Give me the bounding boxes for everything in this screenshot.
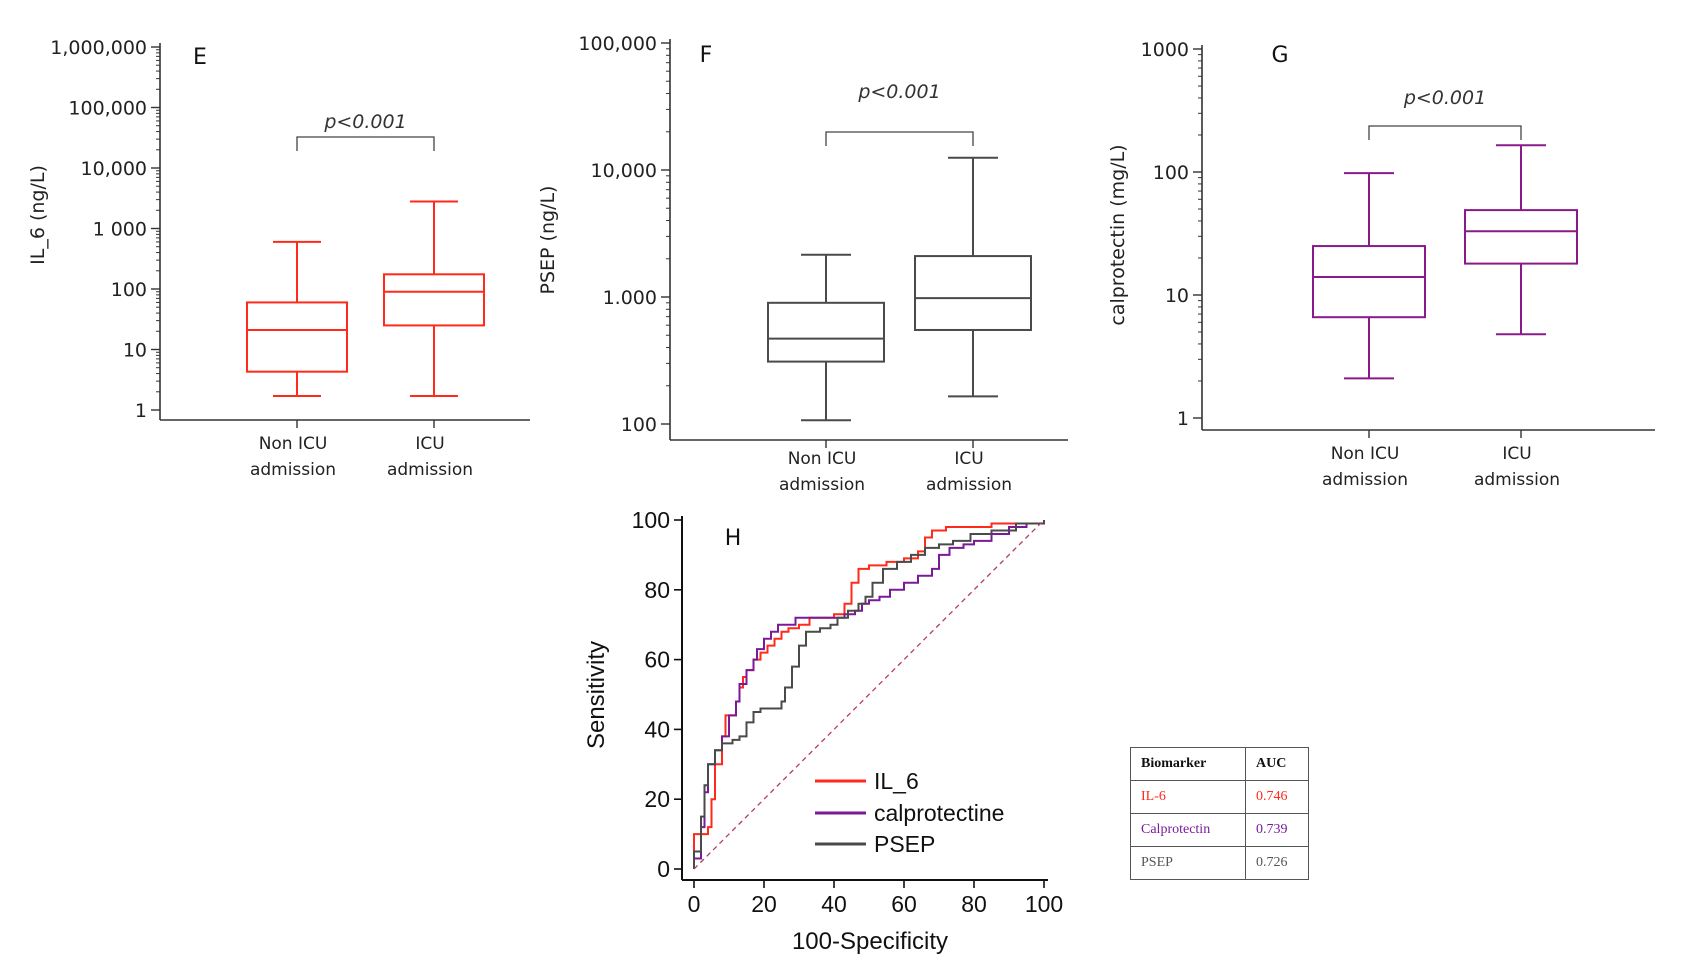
y-axis-label: PSEP (ng/L) bbox=[537, 186, 559, 295]
y-tick-label: 10 bbox=[1165, 285, 1189, 307]
roc-curve-psep bbox=[693, 520, 1045, 869]
roc-x-tick-label: 80 bbox=[961, 891, 987, 917]
y-tick-label: 1 bbox=[1177, 408, 1189, 430]
box-iqr bbox=[383, 273, 485, 327]
row-il6-auc: 0.746 bbox=[1245, 780, 1309, 814]
header-auc: AUC bbox=[1245, 747, 1309, 781]
significance-bracket bbox=[296, 136, 435, 151]
y-tick-label: 1000 bbox=[1141, 39, 1189, 61]
category-label: Non ICU bbox=[1331, 444, 1400, 464]
y-tick-label: 100,000 bbox=[68, 98, 147, 120]
row-il6-name: IL-6 bbox=[1130, 780, 1246, 814]
category-label: admission bbox=[926, 475, 1012, 495]
category-label: ICU bbox=[415, 434, 444, 454]
category-label: Non ICU bbox=[788, 449, 857, 469]
roc-y-tick-label: 20 bbox=[644, 786, 670, 812]
legend-label: PSEP bbox=[874, 831, 935, 857]
roc-curve-calprotectine bbox=[693, 520, 1045, 869]
box-iqr bbox=[914, 255, 1032, 331]
row-psep-name: PSEP bbox=[1130, 846, 1246, 880]
roc-x-tick-label: 60 bbox=[891, 891, 917, 917]
roc-x-tick-label: 20 bbox=[751, 891, 777, 917]
legend-label: IL_6 bbox=[874, 768, 919, 794]
box-panel-g: 1000 100 10 1 calprotectin (mg/L) G Non ICU adm… bbox=[1107, 39, 1655, 490]
p-value-label: p<0.001 bbox=[857, 81, 940, 103]
roc-y-tick-label: 40 bbox=[644, 716, 670, 742]
roc-y-tick-label: 0 bbox=[657, 856, 670, 882]
box-panel-e: 1,000,000 100,000 10,000 1 000 100 10 1 IL_6 (n… bbox=[27, 37, 530, 480]
category-label: admission bbox=[387, 460, 473, 480]
table-row: Calprotectin 0.739 bbox=[1130, 813, 1309, 847]
roc-y-tick-label: 80 bbox=[644, 577, 670, 603]
y-tick-label: 10,000 bbox=[591, 160, 657, 182]
box-iqr bbox=[767, 301, 885, 363]
roc-y-axis-label: Sensitivity bbox=[583, 641, 610, 749]
panel-letter: H bbox=[725, 526, 742, 551]
header-biomarker: Biomarker bbox=[1130, 747, 1246, 781]
table-row: IL-6 0.746 bbox=[1130, 780, 1309, 814]
p-value-label: p<0.001 bbox=[323, 111, 406, 133]
roc-x-tick-label: 0 bbox=[688, 891, 701, 917]
row-psep-auc: 0.726 bbox=[1245, 846, 1309, 880]
significance-bracket bbox=[1368, 125, 1522, 140]
auc-table-header: Biomarker AUC bbox=[1130, 747, 1309, 781]
category-label: admission bbox=[779, 475, 865, 495]
y-tick-label: 100 bbox=[111, 279, 147, 301]
roc-x-axis-label: 100-Specificity bbox=[792, 928, 948, 955]
category-label: admission bbox=[1474, 470, 1560, 490]
panel-letter: G bbox=[1271, 43, 1288, 68]
auc-table: Biomarker AUC IL-6 0.746 Calprotectin 0.… bbox=[1130, 747, 1309, 880]
y-tick-label: 10,000 bbox=[81, 158, 147, 180]
panel-letter: F bbox=[700, 43, 713, 68]
roc-y-tick-label: 60 bbox=[644, 647, 670, 673]
roc-y-tick-label: 100 bbox=[632, 507, 670, 533]
significance-bracket bbox=[825, 131, 974, 146]
roc-x-tick-label: 40 bbox=[821, 891, 847, 917]
box-iqr bbox=[246, 301, 348, 373]
category-label: admission bbox=[250, 460, 336, 480]
y-tick-label: 100 bbox=[1153, 162, 1189, 184]
category-label: ICU bbox=[954, 449, 983, 469]
y-tick-label: 1.000 bbox=[603, 287, 657, 309]
category-label: Non ICU bbox=[259, 434, 328, 454]
row-calprotectin-auc: 0.739 bbox=[1245, 813, 1309, 847]
roc-panel-h: 0 20 40 60 80 100 0 20 40 60 80 100 100-Specificity S… bbox=[583, 507, 1063, 955]
y-tick-label: 1,000,000 bbox=[50, 37, 147, 59]
table-row: PSEP 0.726 bbox=[1130, 846, 1309, 880]
y-tick-label: 1 000 bbox=[93, 219, 147, 241]
legend-label: calprotectine bbox=[874, 800, 1004, 826]
box-iqr bbox=[1312, 245, 1426, 319]
y-tick-label: 10 bbox=[123, 340, 147, 362]
category-label: ICU bbox=[1502, 444, 1531, 464]
row-calprotectin-name: Calprotectin bbox=[1130, 813, 1246, 847]
category-label: admission bbox=[1322, 470, 1408, 490]
y-tick-label: 100,000 bbox=[578, 33, 657, 55]
roc-x-tick-label: 100 bbox=[1025, 891, 1063, 917]
p-value-label: p<0.001 bbox=[1403, 87, 1486, 109]
y-axis-label: calprotectin (mg/L) bbox=[1107, 144, 1129, 325]
y-axis-label: IL_6 (ng/L) bbox=[27, 165, 49, 265]
box-iqr bbox=[1464, 209, 1578, 265]
y-tick-label: 1 bbox=[135, 400, 147, 422]
y-tick-label: 100 bbox=[621, 414, 657, 436]
reference-diagonal bbox=[693, 519, 1045, 870]
panel-letter: E bbox=[193, 45, 207, 70]
box-panel-f: 100,000 10,000 1.000 100 PSEP (ng/L) F Non ICU… bbox=[537, 33, 1068, 495]
